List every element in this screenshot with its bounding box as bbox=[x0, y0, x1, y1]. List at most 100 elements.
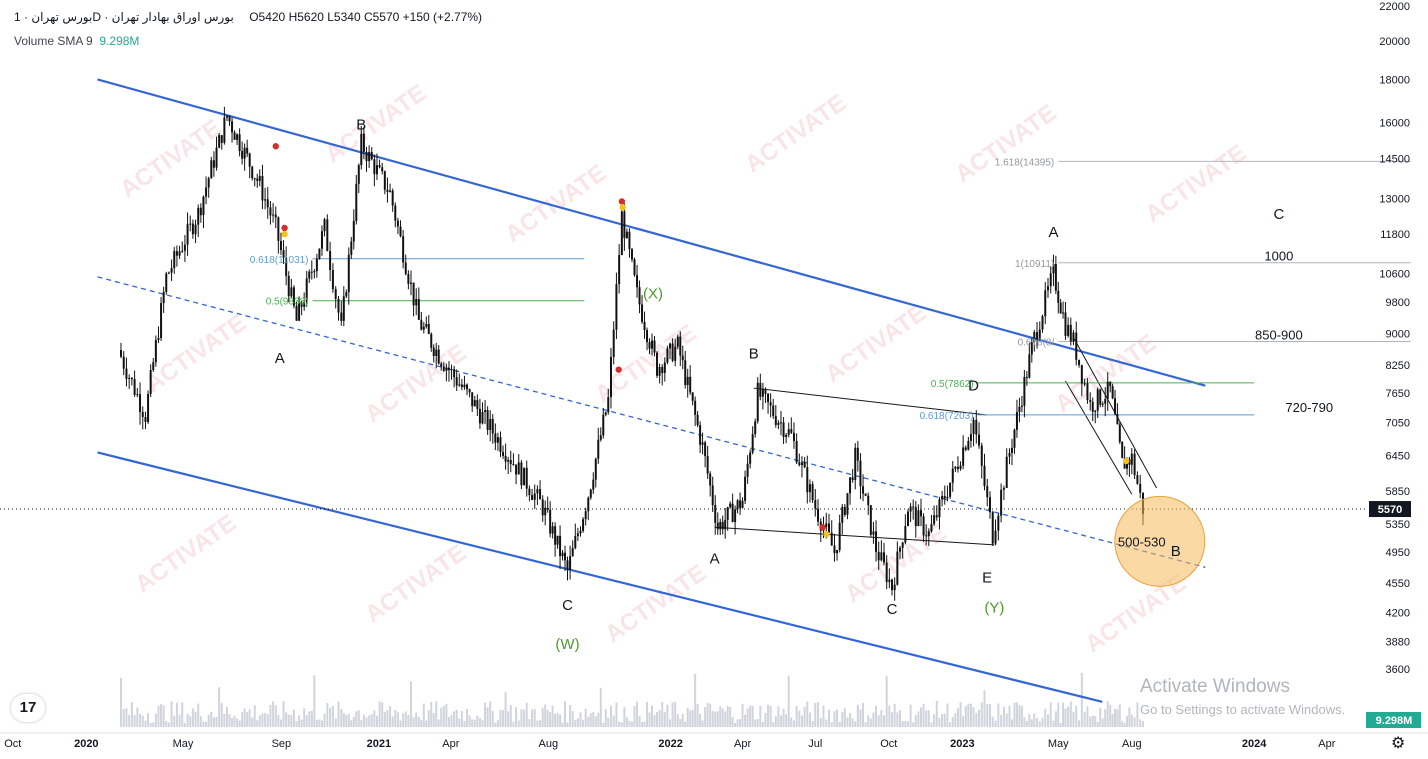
volume-header[interactable]: Volume SMA 9 9.298M bbox=[14, 34, 139, 48]
volume-bar bbox=[772, 722, 775, 727]
volume-bar bbox=[893, 703, 896, 727]
y-tick-label: 20000 bbox=[1379, 36, 1410, 48]
volume-bar bbox=[533, 708, 536, 727]
volume-bar bbox=[394, 709, 397, 727]
volume-bar bbox=[471, 719, 474, 727]
volume-bar bbox=[345, 714, 348, 727]
y-tick-label: 4550 bbox=[1386, 578, 1410, 590]
candle-body bbox=[851, 477, 854, 481]
volume-bar bbox=[854, 721, 857, 727]
target-level-label: 850-900 bbox=[1255, 327, 1303, 342]
candle-body bbox=[749, 452, 752, 464]
volume-bar bbox=[162, 705, 165, 727]
symbol-title[interactable]: بورس تهران · 1D · بورس اوراق بهادار تهرا… bbox=[14, 10, 234, 24]
volume-bar bbox=[1013, 702, 1016, 727]
volume-bar bbox=[125, 708, 128, 727]
tradingview-logo-icon[interactable]: 17 bbox=[11, 694, 45, 722]
candle-body bbox=[233, 132, 236, 140]
volume-bar bbox=[298, 715, 301, 727]
volume-bar bbox=[486, 707, 489, 727]
candle-body bbox=[1028, 354, 1031, 378]
volume-bar bbox=[849, 712, 852, 727]
volume-bar bbox=[869, 718, 872, 727]
volume-bar bbox=[391, 716, 394, 727]
volume-label: Volume SMA 9 bbox=[14, 34, 93, 48]
volume-bar bbox=[504, 692, 507, 727]
candle-body bbox=[628, 231, 631, 250]
candle-body bbox=[741, 500, 744, 508]
candle-body bbox=[761, 388, 764, 397]
volume-bar bbox=[933, 714, 936, 727]
candle-body bbox=[930, 524, 933, 532]
fib-level-label: 0.618(7203) bbox=[920, 411, 974, 422]
volume-bar bbox=[1083, 711, 1086, 727]
candle-body bbox=[261, 176, 264, 201]
candle-body bbox=[1104, 398, 1107, 404]
candle-body bbox=[318, 248, 321, 259]
candle-body bbox=[231, 121, 234, 133]
volume-bar bbox=[362, 714, 365, 727]
y-tick-label: 3880 bbox=[1386, 636, 1410, 648]
candle-body bbox=[633, 259, 636, 276]
candle-body bbox=[1015, 411, 1018, 430]
candle-body bbox=[340, 312, 343, 321]
candle-body bbox=[375, 165, 378, 175]
watermark-text: ACTIVATE bbox=[500, 159, 611, 248]
candle-body bbox=[425, 324, 428, 327]
candle-body bbox=[994, 530, 997, 544]
volume-bar bbox=[564, 701, 567, 727]
volume-bar bbox=[741, 703, 744, 727]
volume-bar bbox=[404, 711, 407, 727]
volume-bar bbox=[453, 711, 456, 727]
symbol-header[interactable]: بورس تهران · 1D · بورس اوراق بهادار تهرا… bbox=[14, 10, 482, 24]
volume-bar bbox=[896, 712, 899, 727]
candle-body bbox=[308, 271, 311, 279]
candle-body bbox=[880, 552, 883, 561]
volume-bar bbox=[798, 710, 801, 727]
y-tick-label: 13000 bbox=[1379, 194, 1410, 206]
candle-body bbox=[676, 336, 679, 347]
candle-body bbox=[463, 384, 466, 388]
volume-bar bbox=[1075, 705, 1078, 727]
volume-bar bbox=[919, 707, 922, 727]
candle-body bbox=[246, 147, 249, 154]
candle-body bbox=[507, 459, 510, 462]
candle-body bbox=[481, 412, 484, 424]
gear-icon[interactable]: ⚙ bbox=[1391, 735, 1406, 752]
volume-bar bbox=[561, 722, 564, 727]
volume-bar bbox=[597, 712, 600, 727]
volume-bar bbox=[862, 702, 865, 727]
volume-bar bbox=[432, 713, 435, 727]
volume-bar bbox=[814, 702, 817, 727]
volume-bar bbox=[347, 713, 350, 727]
volume-bar bbox=[899, 710, 902, 727]
volume-bar bbox=[1091, 715, 1094, 727]
volume-bar bbox=[173, 715, 176, 727]
candle-body bbox=[1118, 424, 1121, 442]
watermark-text: ACTIVATE bbox=[840, 519, 951, 608]
volume-bar bbox=[207, 714, 210, 727]
volume-bar bbox=[160, 704, 163, 727]
volume-bar bbox=[1099, 707, 1102, 727]
candle-body bbox=[241, 151, 244, 159]
candle-body bbox=[160, 303, 163, 339]
signal-marker bbox=[272, 143, 279, 150]
candle-body bbox=[120, 349, 123, 357]
candle-body bbox=[833, 545, 836, 554]
candle-body bbox=[689, 376, 692, 393]
candle-body bbox=[1023, 376, 1026, 406]
candle-body bbox=[877, 551, 880, 561]
volume-bar bbox=[656, 712, 659, 727]
volume-bar bbox=[531, 709, 534, 727]
candle-body bbox=[795, 441, 798, 463]
volume-bar bbox=[759, 705, 762, 727]
volume-bar bbox=[210, 711, 213, 727]
candle-body bbox=[357, 165, 360, 184]
candle-body bbox=[141, 412, 144, 417]
wave-label: C bbox=[1273, 206, 1284, 223]
volume-bar bbox=[274, 705, 277, 727]
volume-bar bbox=[445, 703, 448, 727]
volume-bar bbox=[587, 716, 590, 727]
candle-body bbox=[909, 506, 912, 512]
